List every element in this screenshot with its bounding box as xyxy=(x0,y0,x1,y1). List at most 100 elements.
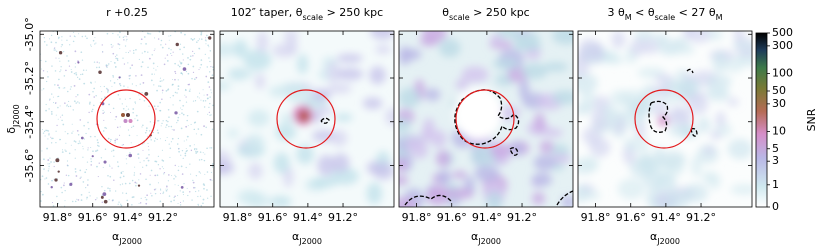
blob xyxy=(533,154,556,171)
speckle xyxy=(201,31,203,33)
speckle xyxy=(195,150,197,152)
speckle xyxy=(73,100,76,103)
speckle xyxy=(181,112,183,114)
speckle xyxy=(116,57,119,60)
x-tick-label: 91.4° xyxy=(113,211,143,224)
blob xyxy=(672,37,689,48)
speckle xyxy=(183,46,185,49)
speckle xyxy=(62,123,65,126)
x-axis-label: αJ2000 xyxy=(471,230,501,246)
blob xyxy=(561,195,573,207)
speckle xyxy=(46,147,48,150)
panel-title-part: M xyxy=(625,13,632,22)
speckle xyxy=(196,150,199,153)
speckle xyxy=(161,98,163,101)
speckle xyxy=(121,103,123,105)
speckle xyxy=(66,39,68,42)
blob xyxy=(435,150,451,167)
contour xyxy=(320,117,330,124)
core xyxy=(123,119,128,123)
speckle xyxy=(49,157,51,159)
blob xyxy=(655,171,677,186)
colorbar-tick-label: 3 xyxy=(772,154,779,167)
speckle xyxy=(209,179,211,181)
speckle xyxy=(50,34,53,37)
source xyxy=(102,192,107,196)
speckle xyxy=(174,70,176,73)
speckle xyxy=(50,142,53,144)
speckle xyxy=(134,101,136,103)
blob xyxy=(495,31,521,39)
speckle xyxy=(85,132,87,135)
speckle xyxy=(87,127,90,130)
blob xyxy=(706,31,724,41)
y-tick-label: -35.0° xyxy=(23,17,36,51)
speckle xyxy=(126,105,128,107)
speckle xyxy=(204,153,206,155)
speckle xyxy=(74,168,77,170)
speckle xyxy=(193,122,196,124)
blob xyxy=(454,87,502,139)
speckle xyxy=(67,174,70,177)
speckle xyxy=(159,85,162,88)
speckle xyxy=(71,132,73,134)
speckle xyxy=(140,38,143,41)
blob xyxy=(690,155,702,177)
speckle xyxy=(185,125,188,128)
speckle xyxy=(202,152,204,154)
speckle xyxy=(69,88,72,90)
speckle xyxy=(157,182,160,184)
speckle xyxy=(182,59,184,61)
speckle xyxy=(135,114,138,117)
speckle xyxy=(179,114,181,116)
speckle xyxy=(89,81,92,84)
blob xyxy=(658,116,668,126)
speckle xyxy=(65,174,68,176)
blob xyxy=(334,113,353,122)
speckle xyxy=(179,60,181,62)
speckle xyxy=(63,205,66,207)
speckle xyxy=(115,57,117,60)
speckle xyxy=(126,36,128,38)
blob xyxy=(659,150,686,167)
speckle xyxy=(94,81,96,83)
speckle xyxy=(109,190,111,192)
speckle xyxy=(157,105,159,108)
speckle xyxy=(109,141,111,143)
x-tick-label: 91.8° xyxy=(43,211,73,224)
speckle xyxy=(165,189,168,192)
speckle xyxy=(96,197,98,199)
speckle xyxy=(66,160,69,162)
speckle xyxy=(170,52,172,55)
x-tick-label: 91.6° xyxy=(437,211,467,224)
speckle xyxy=(84,171,87,174)
colorbar-gradient xyxy=(755,32,768,208)
speckle xyxy=(208,57,210,59)
speckle xyxy=(135,85,137,87)
blob xyxy=(404,135,424,150)
speckle xyxy=(130,142,132,144)
speckle xyxy=(148,153,150,156)
speckle xyxy=(87,121,89,124)
speckle xyxy=(161,92,163,94)
speckle xyxy=(154,48,156,50)
speckle xyxy=(82,145,84,147)
speckle xyxy=(53,165,55,168)
speckle xyxy=(206,34,208,37)
speckle xyxy=(76,129,79,132)
x-tick-label: 91.8° xyxy=(402,211,432,224)
speckle xyxy=(49,163,51,165)
speckle xyxy=(166,136,168,139)
blob xyxy=(247,109,270,127)
speckle xyxy=(200,158,203,161)
speckle xyxy=(168,143,170,145)
speckle xyxy=(182,104,185,107)
speckle xyxy=(121,183,124,185)
speckle xyxy=(151,194,153,197)
speckle xyxy=(128,134,131,137)
speckle xyxy=(150,130,153,132)
speckle xyxy=(52,96,55,98)
speckle xyxy=(161,46,164,49)
speckle xyxy=(212,104,214,107)
